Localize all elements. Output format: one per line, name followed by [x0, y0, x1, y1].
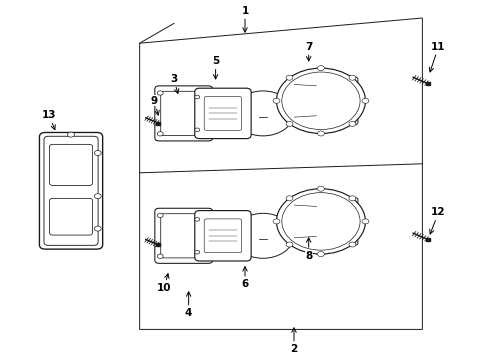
Text: 7: 7: [305, 42, 313, 61]
Circle shape: [204, 254, 210, 258]
Circle shape: [349, 242, 356, 247]
Circle shape: [232, 213, 294, 258]
Circle shape: [276, 68, 366, 134]
Circle shape: [318, 252, 324, 257]
FancyBboxPatch shape: [39, 132, 103, 249]
Circle shape: [286, 121, 293, 126]
Bar: [426, 82, 430, 85]
Circle shape: [349, 121, 356, 126]
FancyBboxPatch shape: [309, 198, 358, 245]
Circle shape: [318, 186, 324, 191]
Circle shape: [362, 98, 369, 103]
Circle shape: [95, 226, 101, 231]
Circle shape: [349, 75, 356, 80]
Circle shape: [232, 91, 294, 136]
FancyBboxPatch shape: [195, 211, 251, 261]
Text: 3: 3: [171, 74, 179, 94]
Text: 5: 5: [212, 56, 219, 79]
Text: 10: 10: [157, 274, 172, 293]
Circle shape: [195, 217, 200, 221]
Circle shape: [157, 254, 163, 258]
FancyBboxPatch shape: [155, 86, 213, 141]
FancyBboxPatch shape: [195, 88, 251, 139]
Circle shape: [95, 150, 101, 156]
FancyBboxPatch shape: [309, 77, 358, 125]
Text: 8: 8: [305, 238, 312, 261]
Bar: [156, 122, 160, 125]
Circle shape: [318, 131, 324, 136]
Circle shape: [273, 219, 280, 224]
Circle shape: [204, 213, 210, 217]
Circle shape: [318, 66, 324, 71]
Circle shape: [276, 189, 366, 254]
Bar: [426, 238, 430, 241]
Circle shape: [195, 95, 200, 99]
Circle shape: [286, 242, 293, 247]
Circle shape: [362, 219, 369, 224]
Circle shape: [349, 196, 356, 201]
Text: 12: 12: [430, 207, 446, 234]
Text: 1: 1: [242, 6, 248, 32]
Text: 2: 2: [291, 328, 297, 354]
Circle shape: [157, 213, 163, 217]
Bar: [156, 243, 160, 246]
Circle shape: [286, 75, 293, 80]
Circle shape: [204, 132, 210, 136]
Text: 6: 6: [242, 267, 248, 289]
Text: 4: 4: [185, 292, 193, 318]
Text: 13: 13: [42, 110, 56, 130]
Circle shape: [157, 132, 163, 136]
Circle shape: [95, 194, 101, 199]
Circle shape: [195, 251, 200, 254]
Circle shape: [157, 91, 163, 95]
Text: 11: 11: [429, 42, 446, 72]
Circle shape: [273, 98, 280, 103]
Text: 9: 9: [151, 96, 159, 115]
Circle shape: [68, 132, 74, 137]
Circle shape: [286, 196, 293, 201]
Circle shape: [195, 128, 200, 132]
Circle shape: [204, 91, 210, 95]
FancyBboxPatch shape: [155, 208, 213, 264]
